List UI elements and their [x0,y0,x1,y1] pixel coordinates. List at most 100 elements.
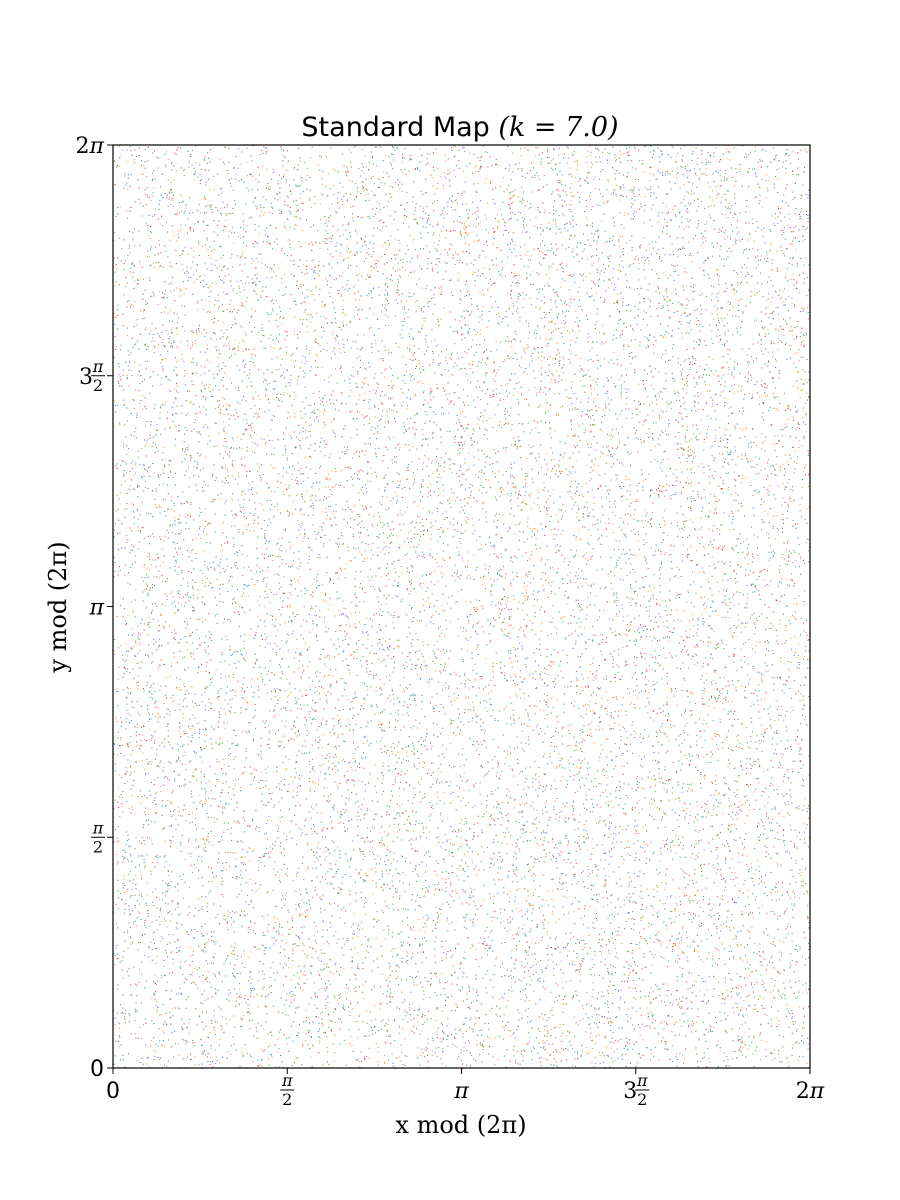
orbit-point [429,856,430,857]
orbit-point [517,932,518,933]
orbit-point [755,147,756,148]
orbit-point [192,632,193,633]
orbit-point [321,526,322,527]
orbit-point [346,624,347,625]
orbit-point [637,784,638,785]
orbit-point [402,161,403,162]
orbit-point [234,943,235,944]
orbit-point [266,848,267,849]
orbit-point [494,965,495,966]
orbit-point [424,937,425,938]
orbit-point [401,601,402,602]
orbit-point [584,947,585,948]
orbit-point [298,777,299,778]
orbit-point [133,511,134,512]
orbit-point [187,271,188,272]
orbit-point [493,390,494,391]
orbit-point [411,695,412,696]
orbit-point [142,753,143,754]
orbit-point [539,999,540,1000]
orbit-point [437,884,438,885]
orbit-point [743,849,744,850]
orbit-point [684,877,685,878]
orbit-point [645,389,646,390]
orbit-point [509,199,510,200]
orbit-point [638,540,639,541]
orbit-point [636,437,637,438]
orbit-point [330,254,331,255]
orbit-point [679,943,680,944]
orbit-point [501,608,502,609]
orbit-point [205,709,206,710]
orbit-point [687,315,688,316]
orbit-point [514,674,515,675]
orbit-point [516,869,517,870]
orbit-point [324,787,325,788]
orbit-point [143,206,144,207]
orbit-point [506,706,507,707]
orbit-point [129,245,130,246]
orbit-point [535,943,536,944]
orbit-point [268,399,269,400]
orbit-point [626,392,627,393]
orbit-point [453,463,454,464]
orbit-point [442,611,443,612]
orbit-point [659,655,660,656]
orbit-point [548,329,549,330]
orbit-point [524,804,525,805]
orbit-point [231,327,232,328]
orbit-point [184,451,185,452]
orbit-point [681,222,682,223]
orbit-point [334,644,335,645]
orbit-point [364,906,365,907]
orbit-point [684,713,685,714]
orbit-point [774,398,775,399]
orbit-point [153,295,154,296]
orbit-point [737,931,738,932]
orbit-point [312,719,313,720]
orbit-point [472,851,473,852]
orbit-point [356,252,357,253]
orbit-point [412,258,413,259]
orbit-point [556,746,557,747]
orbit-point [247,586,248,587]
orbit-point [495,720,496,721]
orbit-point [728,207,729,208]
orbit-point [187,233,188,234]
orbit-point [457,836,458,837]
orbit-point [795,197,796,198]
orbit-point [765,348,766,349]
orbit-point [198,856,199,857]
orbit-point [446,840,447,841]
orbit-point [292,948,293,949]
orbit-point [672,809,673,810]
orbit-point [696,148,697,149]
orbit-point [681,491,682,492]
orbit-point [472,518,473,519]
orbit-point [525,483,526,484]
orbit-point [292,453,293,454]
orbit-point [525,177,526,178]
orbit-point [542,971,543,972]
orbit-point [462,561,463,562]
orbit-point [713,720,714,721]
orbit-point [607,765,608,766]
orbit-point [235,419,236,420]
orbit-point [660,1042,661,1043]
orbit-point [702,238,703,239]
orbit-point [679,212,680,213]
orbit-point [523,224,524,225]
orbit-point [314,278,315,279]
orbit-point [420,801,421,802]
orbit-point [746,249,747,250]
orbit-point [369,218,370,219]
orbit-point [197,598,198,599]
orbit-point [704,275,705,276]
orbit-point [413,797,414,798]
orbit-point [613,218,614,219]
orbit-point [253,930,254,931]
orbit-point [794,655,795,656]
orbit-point [512,424,513,425]
orbit-point [453,518,454,519]
orbit-point [414,1010,415,1011]
